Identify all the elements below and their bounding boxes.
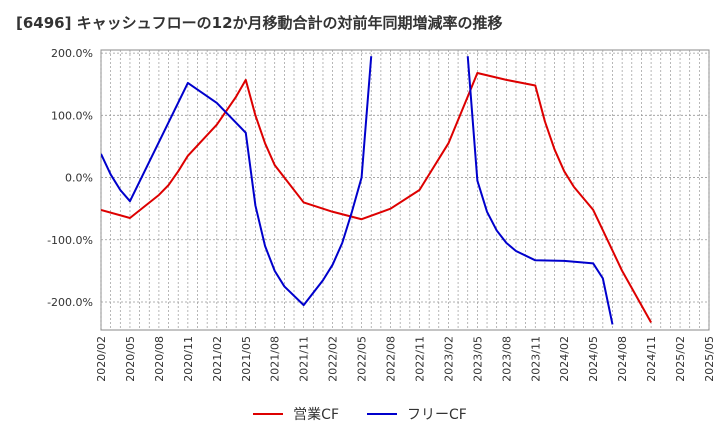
legend-label-free-cf: フリーCF: [407, 407, 467, 423]
legend-swatch-free-cf: [367, 413, 397, 415]
x-tick-label: 2021/02: [211, 336, 224, 382]
x-tick-label: 2022/08: [385, 336, 398, 382]
x-tick-label: 2020/11: [182, 336, 195, 382]
x-tick-label: 2024/11: [645, 336, 658, 382]
x-tick-label: 2021/05: [240, 336, 253, 382]
chart-legend: 営業CF フリーCF: [0, 404, 720, 424]
series-line-0: [101, 72, 652, 324]
x-tick-label: 2022/02: [327, 336, 340, 382]
x-tick-label: 2024/02: [558, 336, 571, 382]
x-tick-label: 2025/02: [674, 336, 687, 382]
x-tick-label: 2024/08: [616, 336, 629, 382]
x-tick-label: 2022/05: [356, 336, 369, 382]
x-tick-label: 2020/02: [95, 336, 108, 382]
legend-swatch-operating-cf: [253, 413, 284, 415]
x-tick-label: 2024/05: [587, 336, 600, 382]
plot-frame: [100, 49, 710, 331]
x-tick-label: 2025/05: [703, 336, 716, 382]
legend-label-operating-cf: 営業CF: [293, 407, 339, 423]
y-tick-label: 200.0%: [51, 47, 93, 60]
y-tick-label: -200.0%: [47, 296, 93, 309]
y-tick-label: 0.0%: [65, 172, 93, 185]
series-line-2: [466, 56, 614, 325]
x-tick-label: 2020/08: [153, 336, 166, 382]
x-tick-label: 2021/11: [298, 336, 311, 382]
chart-title: [6496] キャッシュフローの12か月移動合計の対前年同期増減率の推移: [16, 14, 503, 32]
y-tick-label: 100.0%: [51, 109, 93, 122]
x-tick-label: 2023/08: [500, 336, 513, 382]
series-line-1: [101, 56, 373, 307]
legend-item-operating-cf: 営業CF: [253, 404, 339, 424]
y-tick-label: -100.0%: [47, 234, 93, 247]
x-tick-label: 2023/05: [471, 336, 484, 382]
x-tick-label: 2021/08: [269, 336, 282, 382]
x-tick-label: 2022/11: [413, 336, 426, 382]
legend-item-free-cf: フリーCF: [367, 404, 467, 424]
x-tick-label: 2023/11: [529, 336, 542, 382]
x-tick-label: 2023/02: [442, 336, 455, 382]
x-tick-label: 2020/05: [124, 336, 137, 382]
